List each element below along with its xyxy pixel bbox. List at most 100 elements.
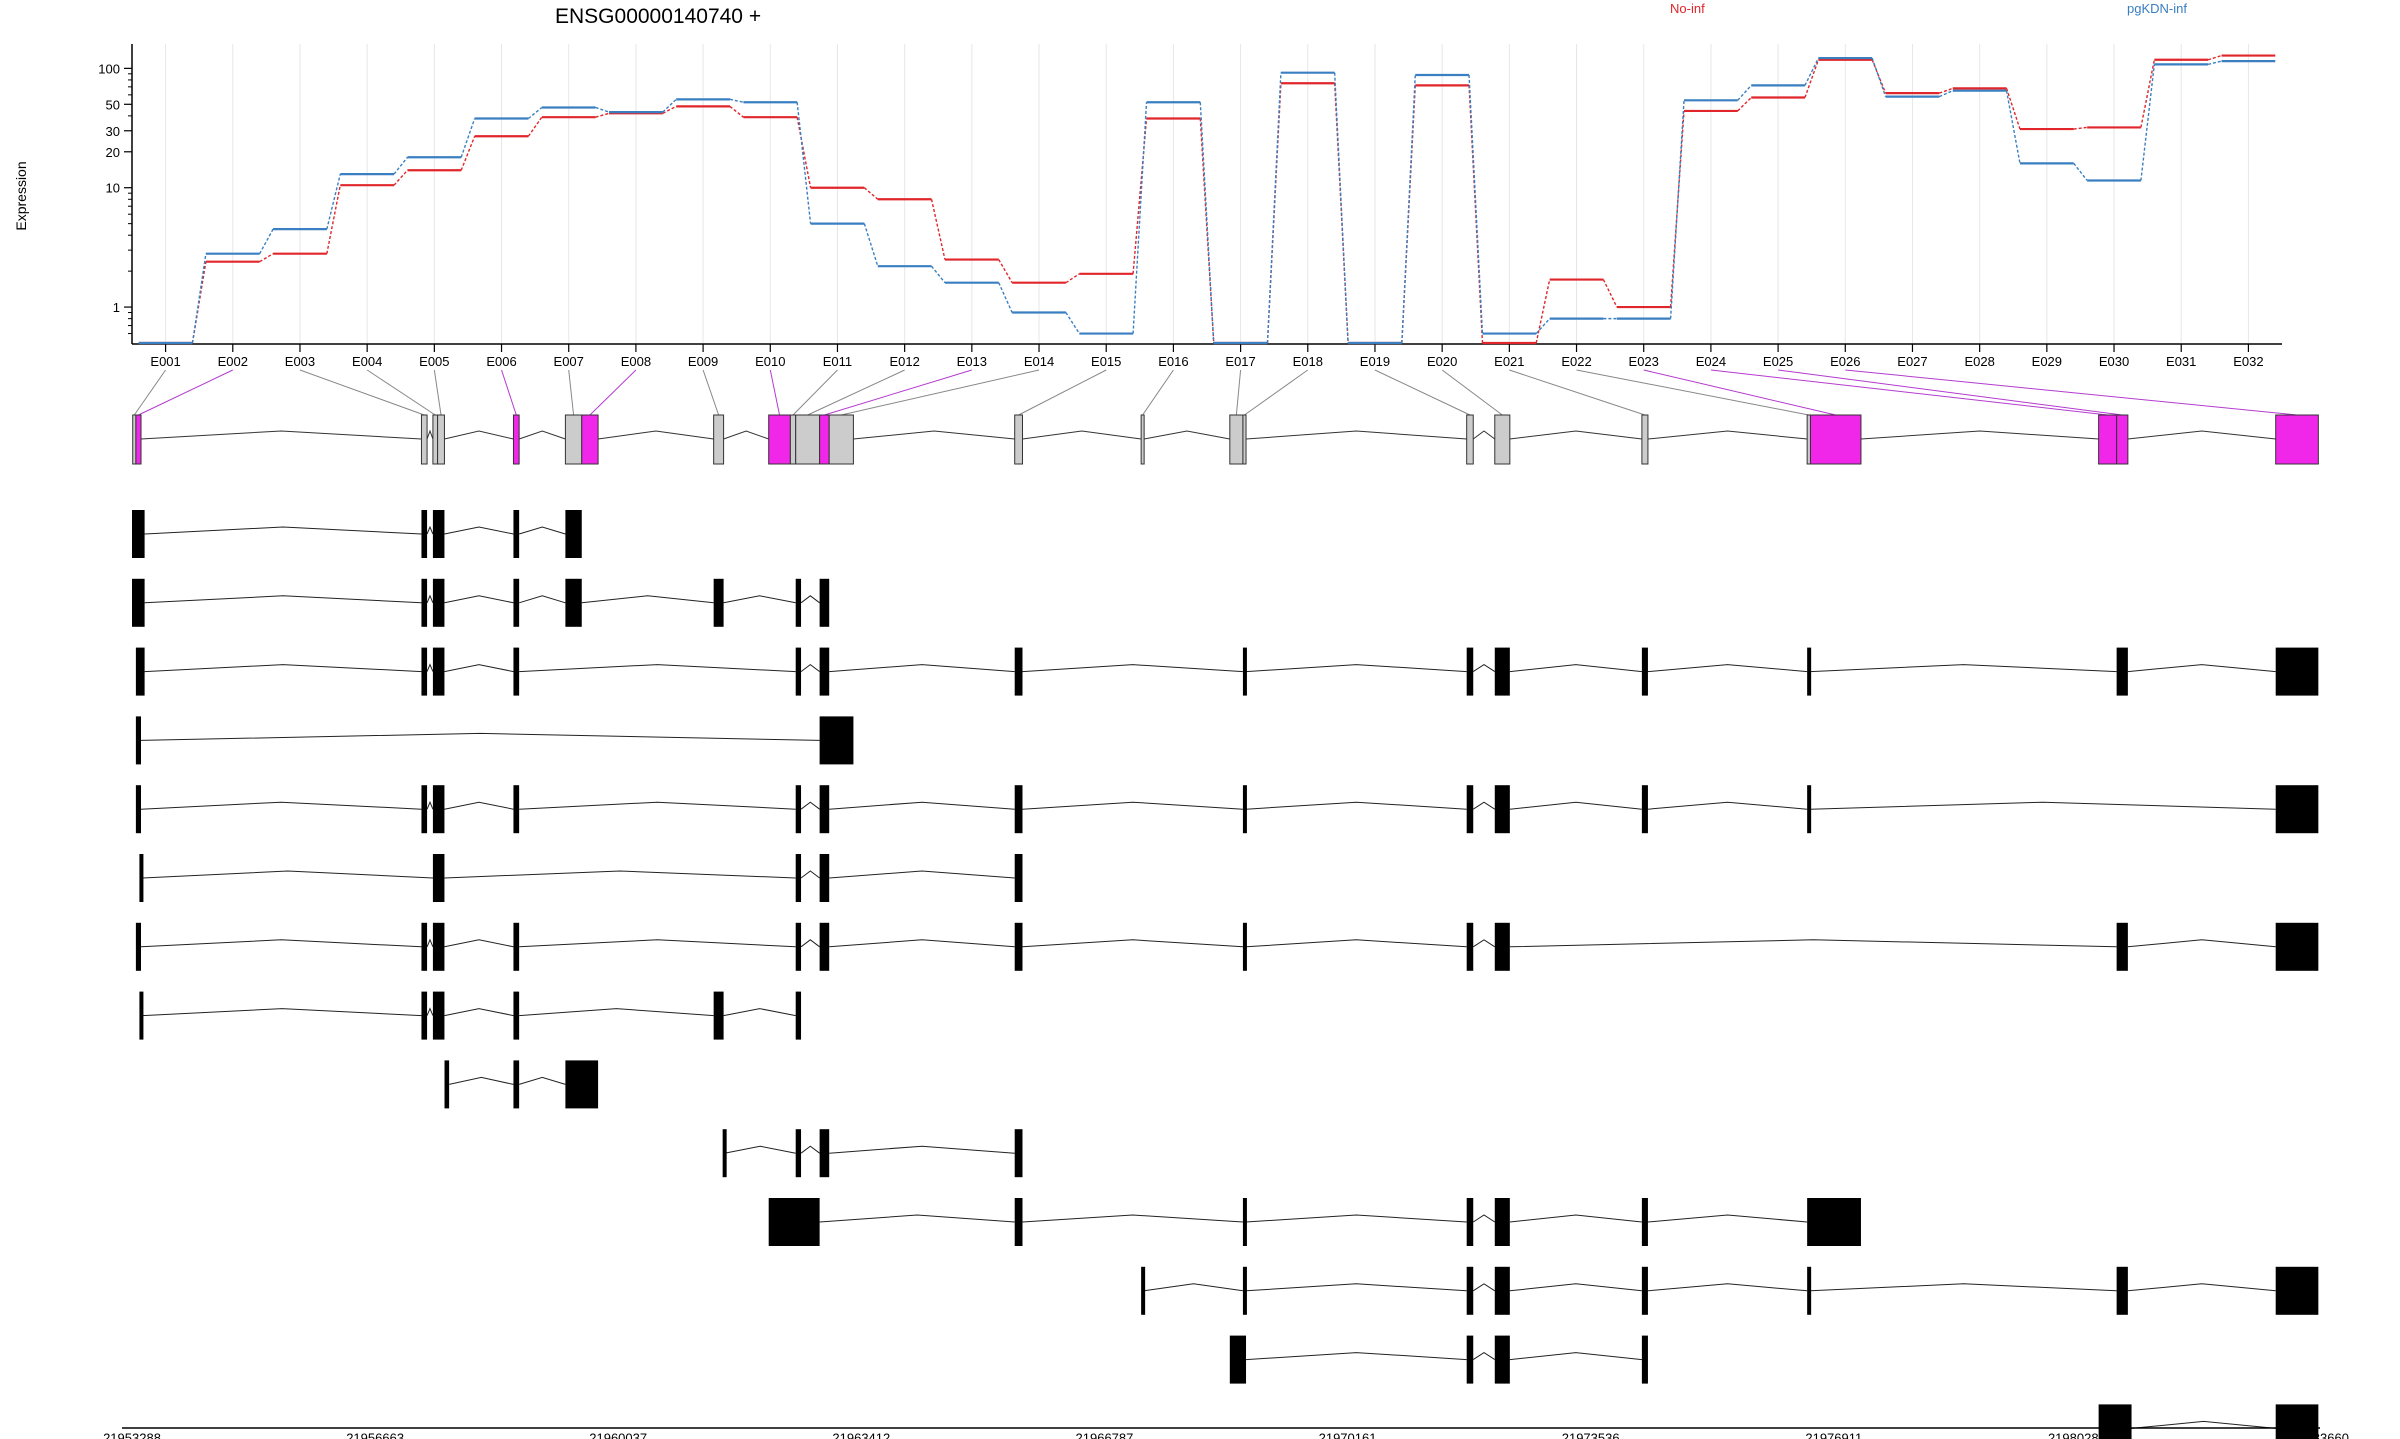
genomic-axis: 21953288 21956663 21960037 21963412 21966787… [103, 1427, 2349, 1439]
transcript-exon [2275, 922, 2319, 971]
intron-line [444, 430, 514, 440]
transcript-exon [432, 510, 445, 558]
transcript-exon [1466, 785, 1474, 834]
intron-line [519, 801, 796, 810]
genomic-tick-label: 21953288 [103, 1431, 161, 1439]
x-tick-label: E029 [2032, 354, 2062, 369]
transcript-exon [1242, 785, 1247, 834]
x-tick-label: E015 [1091, 354, 1121, 369]
transcript-exon [2116, 922, 2128, 971]
exon-highlighted [768, 414, 791, 465]
transcript-exon [1807, 647, 1812, 696]
intron-line [449, 1076, 514, 1085]
transcript-exon [795, 785, 802, 834]
intron-line [140, 732, 820, 741]
series-connector [2140, 64, 2156, 181]
series-connector [1468, 85, 1484, 344]
exon-connector [1778, 369, 2123, 416]
y-tick-label: 100 [98, 61, 120, 76]
series-connector [998, 259, 1013, 284]
exon-connector [769, 369, 781, 416]
transcript-exon [819, 716, 854, 765]
intron-line [819, 1214, 1015, 1223]
intron-line [1509, 664, 1642, 673]
transcript-exon [1242, 1198, 1247, 1246]
exon-connector [299, 369, 425, 416]
intron-line [1509, 1352, 1642, 1361]
intron-line [2127, 430, 2276, 440]
series-connector [1602, 279, 1618, 308]
transcript-exon [795, 922, 802, 971]
exon-connector [824, 369, 972, 416]
x-tick-label: E022 [1561, 354, 1591, 369]
series-connector [1199, 102, 1215, 344]
transcript-exon [1014, 1198, 1023, 1246]
series-connector [527, 116, 543, 137]
series-connector [796, 102, 812, 224]
transcript-exon [1242, 647, 1247, 696]
x-tick-label: E027 [1897, 354, 1927, 369]
intron-line [1509, 801, 1642, 810]
exon [1641, 414, 1649, 465]
series-connector [326, 185, 341, 254]
exon-connector [1374, 369, 1471, 416]
transcript-exon [713, 991, 724, 1040]
exon-connector [568, 369, 575, 416]
transcript-track [768, 1198, 1861, 1246]
series-connector [393, 169, 408, 186]
y-tick-label: 20 [106, 145, 120, 160]
series-connector [930, 199, 946, 260]
transcript-exon [819, 785, 830, 834]
y-tick-label: 30 [106, 124, 120, 139]
transcript-exon [1807, 1266, 1812, 1315]
intron-line [829, 939, 1015, 948]
transcript-exon [1014, 854, 1023, 902]
x-tick-label: E005 [419, 354, 449, 369]
chart-title: ENSG00000140740 + [555, 5, 761, 28]
y-tick-label: 10 [106, 181, 120, 196]
series-connector [1468, 74, 1484, 334]
series-connector [1804, 57, 1820, 86]
transcript-track [444, 1060, 599, 1109]
transcript-exon [432, 991, 445, 1040]
series-connector [1737, 97, 1752, 112]
transcript-exon [795, 854, 802, 902]
series-connector [863, 223, 879, 267]
intron-line [800, 1145, 820, 1154]
exon [564, 414, 583, 465]
intron-line [1810, 801, 2276, 810]
intron-line [1143, 430, 1230, 440]
intron-line [1810, 1283, 2117, 1292]
transcript-exon [795, 991, 802, 1040]
exon-highlighted [819, 414, 830, 465]
transcript-exon [513, 785, 520, 834]
series-connector [729, 98, 744, 103]
axes: 100 50 30 20 10 1 E001 E002 E003 E004 E005 E006 E007… [98, 44, 2282, 369]
intron-line [519, 1008, 714, 1017]
transcript-exon [713, 578, 724, 627]
intron-line [800, 801, 820, 810]
transcript-exon [819, 854, 830, 902]
x-tick-label: E025 [1763, 354, 1793, 369]
exon-connector [792, 369, 838, 416]
intron-line [1245, 1352, 1467, 1361]
series-connector [326, 173, 341, 230]
intron-line [723, 595, 796, 604]
intron-line [723, 430, 769, 440]
series-connector [1669, 100, 1685, 319]
intron-line [1810, 664, 2117, 673]
transcript-exon [513, 1060, 520, 1109]
transcript-exon [2116, 647, 2128, 696]
genomic-tick-label: 21976911 [1805, 1431, 1862, 1439]
transcript-exon [1014, 922, 1023, 971]
exon-connector [366, 369, 436, 416]
exon [1014, 414, 1023, 465]
transcript-exon [1014, 1129, 1023, 1178]
series-connector [2073, 162, 2088, 181]
transcript-exon [513, 991, 520, 1040]
intron-line [724, 1145, 796, 1154]
transcript-exon [421, 785, 428, 834]
series-connector [2073, 126, 2088, 130]
intron-line [518, 1076, 566, 1085]
